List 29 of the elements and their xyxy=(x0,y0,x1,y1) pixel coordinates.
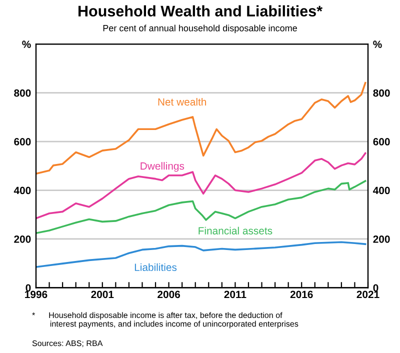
x-tick-label: 2006 xyxy=(158,290,180,298)
y-tick-label: 200 xyxy=(14,235,31,243)
series-label: Dwellings xyxy=(140,162,184,172)
x-tick-label: 2016 xyxy=(290,290,313,298)
text: * Household disposable income is after tax, before the deduction of interest payments, and includes income of unincorporated enterprises xyxy=(32,312,298,328)
chart-subtitle: Per cent of annual household disposable income xyxy=(103,24,297,34)
y-tick-label: 600 xyxy=(14,138,31,146)
line-series xyxy=(36,180,366,234)
y-tick-label: % xyxy=(22,40,31,48)
series-label: Liabilities xyxy=(134,263,177,272)
y2-tick-label: 800 xyxy=(373,89,390,97)
y-tick-label: 0 xyxy=(26,284,31,292)
x-tick-label: 1996 xyxy=(25,290,48,298)
x-tick-label: 2021 xyxy=(356,290,380,298)
series-label: Financial assets xyxy=(198,226,272,234)
series-label: Net wealth xyxy=(158,98,206,106)
chart-title: Household Wealth and Liabilities* xyxy=(78,5,323,17)
y2-tick-label: 200 xyxy=(373,235,390,243)
y2-tick-label: 400 xyxy=(373,186,390,194)
x-tick-label: 2011 xyxy=(224,290,246,298)
y-tick-label: 400 xyxy=(14,186,31,194)
y2-tick-label: 0 xyxy=(373,284,378,292)
line-series xyxy=(36,82,366,175)
source-note: Sources: ABS; RBA xyxy=(32,340,103,348)
y-tick-label: 800 xyxy=(14,89,31,97)
y2-tick-label: % xyxy=(373,40,382,48)
line-series xyxy=(36,152,366,220)
x-tick-label: 2001 xyxy=(91,290,114,298)
y2-tick-label: 600 xyxy=(373,138,390,146)
